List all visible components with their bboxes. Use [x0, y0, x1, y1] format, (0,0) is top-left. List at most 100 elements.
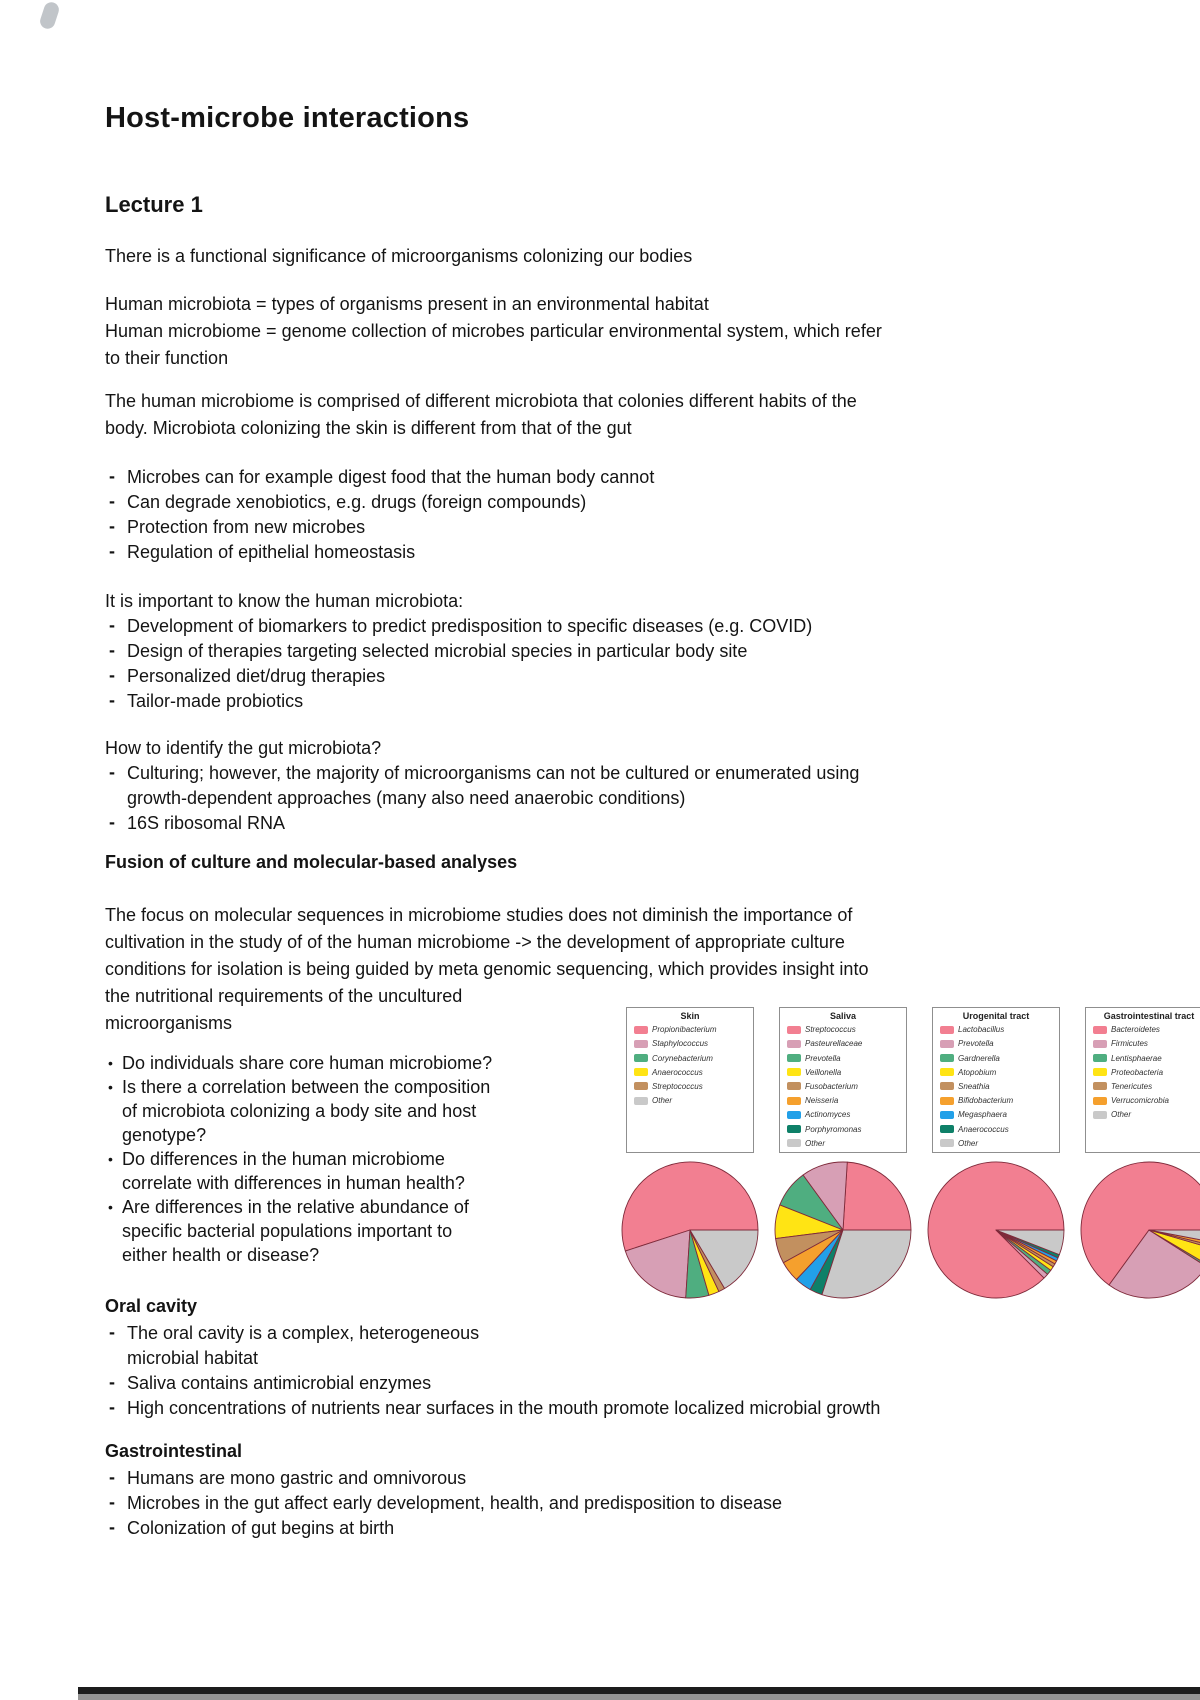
page-title: Host-microbe interactions — [105, 102, 470, 134]
legend-box-skin: Skin Propionibacterium Staphylococcus Coryn… — [626, 1007, 754, 1153]
legend-swatch — [1093, 1025, 1107, 1034]
legend-row: Tenericutes — [1093, 1081, 1200, 1092]
pie-slice-bacteroidetes — [1080, 1161, 1200, 1286]
legend-row: Sneathia — [940, 1081, 1059, 1092]
page-corner-mark — [38, 0, 61, 31]
identify-heading: How to identify the gut microbiota? — [105, 738, 382, 758]
legend-row: Fusobacterium — [787, 1081, 906, 1092]
legend-label: Gardnerella — [958, 1053, 1000, 1063]
legend-row: Bacteroidetes — [1093, 1024, 1200, 1035]
microbiome-paragraph: The human microbiome is comprised of dif… — [105, 391, 857, 438]
question-item: Do individuals share core human microbio… — [105, 1051, 605, 1075]
legend-label: Sneathia — [958, 1081, 990, 1091]
legend-label: Other — [652, 1096, 673, 1106]
pie-chart-skin — [621, 1161, 759, 1299]
legend-title: Urogenital tract — [962, 1011, 1030, 1021]
questions-list: Do individuals share core human microbio… — [105, 1051, 605, 1267]
legend-label: Other — [1111, 1110, 1132, 1120]
legend-label: Other — [958, 1138, 979, 1148]
legend-swatch — [1093, 1082, 1107, 1091]
legend-box-saliva: Saliva Streptococcus Pasteurellaceae Prevot… — [779, 1007, 907, 1153]
legend-box-urogenital-tract: Urogenital tract Lactobacillus Prevotella G… — [932, 1007, 1060, 1153]
legend-label: Prevotella — [958, 1039, 994, 1049]
benefits-list: Microbes can for example digest food tha… — [105, 464, 1120, 565]
legend-label: Bifidobacterium — [958, 1096, 1014, 1106]
legend-label: Tenericutes — [1111, 1081, 1153, 1091]
legend-label: Proteobacteria — [1111, 1067, 1164, 1077]
legend-row: Bifidobacterium — [940, 1095, 1059, 1106]
legend-label: Actinomyces — [805, 1110, 851, 1120]
legend-row: Actinomyces — [787, 1109, 906, 1120]
legend-row: Porphyromonas — [787, 1124, 906, 1135]
legend-row: Propionibacterium — [634, 1024, 753, 1035]
legend-title: Skin — [680, 1011, 700, 1021]
importance-item: Tailor-made probiotics — [105, 688, 1120, 714]
legend-title: Gastrointestinal tract — [1103, 1011, 1195, 1021]
legend-label: Pasteurellaceae — [805, 1039, 863, 1049]
pie-slice-other — [995, 1229, 1065, 1256]
legend-swatch — [787, 1139, 801, 1148]
legend-row: Neisseria — [787, 1095, 906, 1106]
fusion-heading: Fusion of culture and molecular-based an… — [105, 852, 518, 872]
pie-slice-proteobacteria — [1148, 1229, 1200, 1261]
pie-slice-other — [689, 1229, 759, 1289]
legend-label: Fusobacterium — [805, 1081, 858, 1091]
pie-slice-tenericutes — [1148, 1229, 1200, 1246]
lecture-heading: Lecture 1 — [105, 192, 203, 217]
legend-title: Saliva — [829, 1011, 857, 1021]
legend-swatch — [1093, 1054, 1107, 1063]
legend-swatch — [1093, 1039, 1107, 1048]
legend-label: Prevotella — [805, 1053, 841, 1063]
legend-row: Corynebacterium — [634, 1053, 753, 1064]
legend-swatch — [940, 1125, 954, 1133]
focus-paragraph: The focus on molecular sequences in micr… — [105, 905, 869, 1033]
oral-item: High concentrations of nutrients near su… — [105, 1395, 1120, 1421]
legend-row: Pasteurellaceae — [787, 1038, 906, 1049]
legend-row: Staphylococcus — [634, 1038, 753, 1049]
gastrointestinal-heading: Gastrointestinal — [105, 1441, 243, 1461]
legend-swatch — [787, 1096, 801, 1105]
legend-label: Streptococcus — [652, 1081, 703, 1091]
legend-label: Verrucomicrobia — [1111, 1096, 1169, 1106]
oral-cavity-heading: Oral cavity — [105, 1296, 198, 1316]
legend-row: Streptococcus — [787, 1024, 906, 1035]
question-item: Are differences in the relative abundanc… — [105, 1195, 605, 1267]
legend-swatch — [787, 1110, 801, 1119]
benefit-item: Can degrade xenobiotics, e.g. drugs (for… — [105, 489, 1120, 515]
legend-label: Corynebacterium — [652, 1053, 713, 1063]
legend-label: Anaerococcus — [958, 1124, 1009, 1134]
identify-item: Culturing; however, the majority of micr… — [105, 760, 1120, 811]
bottom-divider-shadow — [78, 1694, 1200, 1700]
legend-label: Veillonella — [805, 1067, 842, 1077]
legend-row: Streptococcus — [634, 1081, 753, 1092]
legend-label: Bacteroidetes — [1111, 1025, 1160, 1035]
legend-row: Other — [634, 1095, 753, 1106]
gastrointestinal-item: Microbes in the gut affect early develop… — [105, 1490, 1120, 1516]
legend-row: Atopobium — [940, 1067, 1059, 1078]
legend-row: Firmicutes — [1093, 1038, 1200, 1049]
importance-item: Development of biomarkers to predict pre… — [105, 613, 1120, 639]
question-item: Do differences in the human microbiome c… — [105, 1147, 605, 1195]
legend-label: Porphyromonas — [805, 1124, 862, 1134]
legend-swatch — [634, 1096, 648, 1105]
gastrointestinal-item: Colonization of gut begins at birth — [105, 1515, 1120, 1541]
pie-slice-firmicutes — [1108, 1229, 1200, 1299]
pie-chart-saliva — [774, 1161, 912, 1299]
legend-swatch — [1093, 1096, 1107, 1105]
legend-swatch — [940, 1110, 954, 1119]
legend-row: Lentisphaerae — [1093, 1053, 1200, 1064]
legend-label: Streptococcus — [805, 1025, 856, 1035]
pie-slice-staphylococcus — [624, 1229, 691, 1299]
legend-label: Anaerococcus — [652, 1067, 703, 1077]
importance-heading: It is important to know the human microb… — [105, 591, 464, 611]
pie-slice-other — [1148, 1229, 1200, 1241]
legend-label: Megasphaera — [958, 1110, 1007, 1120]
legend-row: Other — [787, 1138, 906, 1149]
legend-swatch — [1093, 1110, 1107, 1119]
pie-slice-lentisphaerae — [1148, 1229, 1200, 1263]
question-item: Is there a correlation between the compo… — [105, 1075, 605, 1147]
legend-swatch — [634, 1025, 648, 1034]
pie-slice-other — [821, 1229, 912, 1299]
legend-swatch — [787, 1125, 801, 1133]
